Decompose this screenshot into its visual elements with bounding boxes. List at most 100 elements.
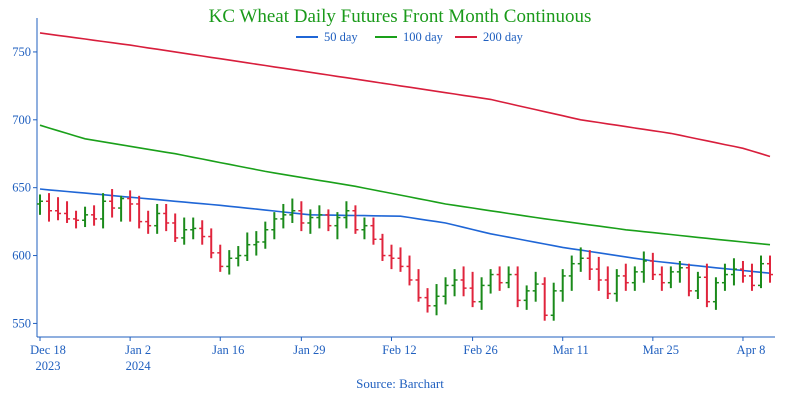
ohlc-bar [415,269,422,302]
ohlc-bar [460,266,467,297]
ohlc-bar [280,203,287,229]
legend-label: 200 day [483,30,524,44]
ohlc-bar [370,217,377,245]
ohlc-bar [172,213,179,242]
ohlc-bar [352,205,359,234]
x-tick-label: Feb 12 [382,343,416,357]
y-tick-label: 650 [12,181,31,195]
ohlc-bar [550,282,557,321]
ohlc-bar [622,263,629,291]
ohlc-bar [190,217,197,240]
ohlc-bar [451,269,458,297]
ohlc-bar [730,258,737,286]
ohlc-bar [757,255,764,289]
legend-label: 50 day [324,30,358,44]
series-line-200-day [39,32,771,158]
chart-title: KC Wheat Daily Futures Front Month Conti… [209,6,592,27]
y-tick-label: 750 [12,45,31,59]
ohlc-bar [316,205,323,229]
ohlc-bar [658,266,665,291]
y-tick-label: 700 [12,113,31,127]
ohlc-bar [109,189,116,218]
legend-label: 100 day [403,30,444,44]
x-tick-label: Mar 11 [553,343,589,357]
ohlc-bar [613,269,620,302]
ohlc-bar [244,232,251,261]
series-line-100-day [39,124,771,246]
ohlc-bar [397,247,404,272]
ohlc-bar [676,260,683,283]
ohlc-bar [767,255,773,283]
ohlc-bar [73,210,80,229]
ohlc-bar [208,228,215,259]
ohlc-bar [559,269,566,302]
ohlc-bar [505,266,512,289]
ohlc-bar [721,263,728,291]
ohlc-bar [604,266,611,299]
ohlc-bar [217,244,224,272]
ohlc-bar [37,194,43,215]
ohlc-bar [433,284,440,316]
ohlc-bar [640,251,647,283]
ohlc-bar [199,220,206,245]
ohlc-bar [325,209,332,232]
y-tick-label: 600 [12,249,31,263]
ohlc-bar [406,255,413,286]
series-line-50-day [39,188,771,274]
x-axis-ticks: Dec 18 2023 Jan 2 2024 Jan 16 Jan 29 Feb 12 Feb… [30,337,765,373]
ohlc-bar [181,217,188,245]
ohlc-bar [118,195,125,222]
y-axis-ticks: 550 600 650 700 750 [12,45,37,330]
ohlc-bar [64,201,71,223]
ohlc-bar [667,266,674,289]
ohlc-bar [343,201,350,229]
ohlc-bar [226,250,233,275]
ohlc-bar [379,233,386,261]
x-tick-label: Jan 2 [125,343,151,357]
ohlc-bar [334,212,341,240]
ohlc-bar [145,210,152,234]
ohlc-bar [577,247,584,272]
ohlc-bar [262,221,269,249]
ohlc-bar [253,231,260,256]
ohlc-bar [595,256,602,291]
axes [36,18,775,338]
ohlc-bar [388,244,395,270]
ohlc-bar [154,203,161,234]
ohlc-bar [271,212,278,240]
ohlc-bar [748,263,755,291]
ohlc-bar [541,277,548,321]
ohlc-bar [100,193,107,229]
ohlc-bar [361,217,368,240]
legend: 50 day 100 day 200 day [296,30,524,44]
source-label: Source: Barchart [356,376,444,391]
ohlc-bar [91,205,98,226]
ohlc-bar [442,277,449,305]
ohlc-bar [487,269,494,294]
ohlc-bar [289,198,296,223]
ohlc-bar [739,260,746,283]
ohlc-bar [235,246,242,267]
x-tick-label-year: 2024 [126,359,152,373]
ohlc-bar [82,206,89,228]
ohlc-bar [532,271,539,302]
ohlc-bar [163,203,170,232]
ohlc-bar [631,266,638,291]
x-tick-label: Dec 18 [30,343,66,357]
ohlc-bar [424,288,431,313]
x-tick-label: Feb 26 [463,343,497,357]
ohlc-bar [496,266,503,291]
moving-average-lines [39,32,771,274]
ohlc-bar [514,266,521,308]
ohlc-bar [46,193,53,222]
ohlc-bar [685,263,692,297]
ohlc-bar [469,271,476,308]
ohlc-bar [136,195,143,229]
x-tick-label: Apr 8 [737,343,766,357]
x-tick-label: Jan 29 [293,343,325,357]
ohlc-bar [703,263,710,308]
ohlc-bar [127,190,134,222]
ohlc-bar [55,197,62,221]
ohlc-bar [568,255,575,291]
